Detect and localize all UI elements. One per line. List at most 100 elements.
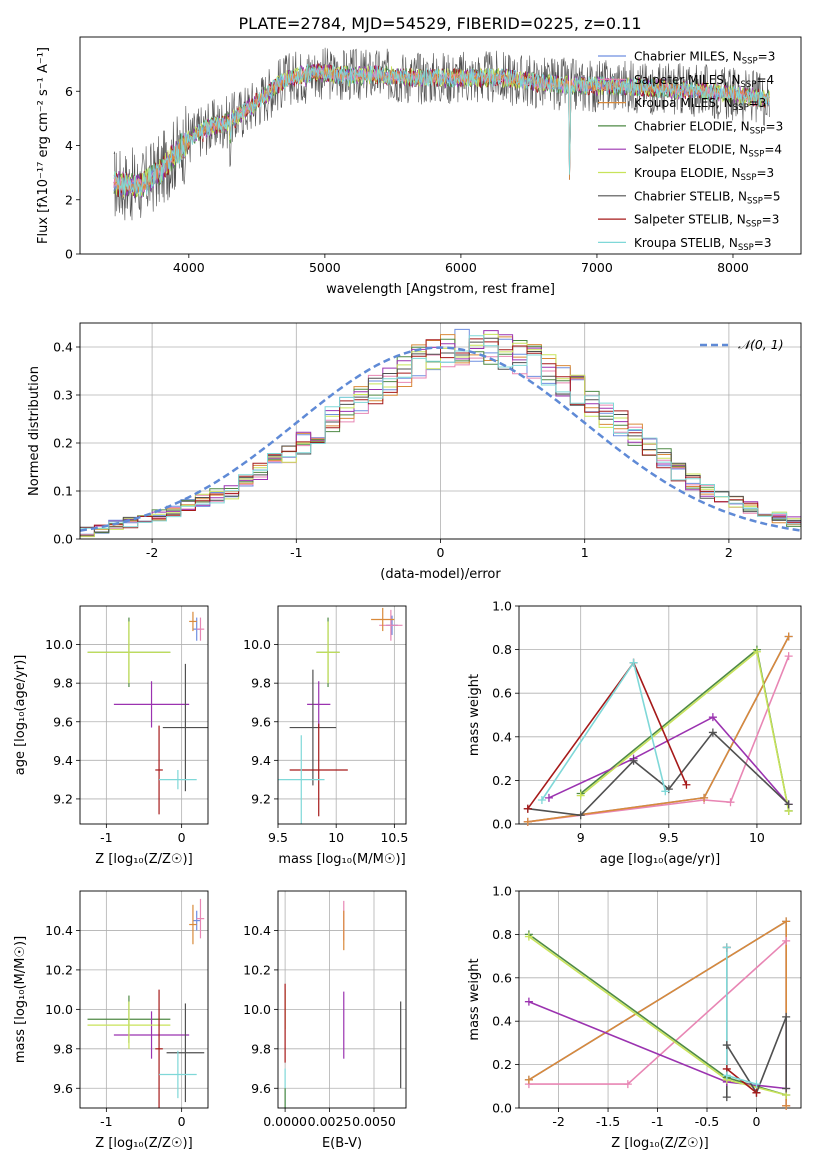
y-tick-label: 9.6 bbox=[53, 1081, 73, 1096]
x-tick-label: 0 bbox=[178, 830, 186, 845]
y-tick-label: 0 bbox=[65, 247, 73, 262]
weight-marker bbox=[784, 800, 793, 809]
x-tick-label: 10 bbox=[328, 830, 344, 845]
y-tick-label: 0.4 bbox=[492, 729, 512, 744]
y-tick-label: 1.0 bbox=[492, 884, 512, 899]
weight-line bbox=[548, 716, 790, 805]
x-tick-label: 10.5 bbox=[380, 830, 408, 845]
y-axis-label: Normed distribution bbox=[27, 366, 42, 496]
x-tick-label: -2 bbox=[552, 1114, 564, 1129]
y-tick-label: 9.4 bbox=[251, 753, 271, 768]
y-tick-label: 9.8 bbox=[251, 1041, 271, 1056]
x-tick-label: -1 bbox=[651, 1114, 663, 1129]
spectrum-legend: Chabrier MILES, NSSP=3 Salpeter MILES, NS… bbox=[598, 50, 783, 253]
axes-frame bbox=[79, 890, 209, 1109]
x-tick-label: 9 bbox=[577, 830, 585, 845]
legend-label: Kroupa MILES, NSSP=3 bbox=[634, 96, 766, 113]
weight-marker bbox=[782, 1084, 791, 1093]
weight-marker bbox=[682, 780, 691, 789]
weight-marker bbox=[726, 798, 735, 807]
weight-marker bbox=[661, 787, 670, 796]
plot-area bbox=[527, 636, 790, 823]
weight-marker bbox=[523, 804, 532, 813]
x-tick-label: 8000 bbox=[717, 260, 749, 275]
y-tick-label: 10.4 bbox=[243, 923, 271, 938]
weight-line bbox=[527, 655, 790, 823]
x-tick-label: -1 bbox=[290, 545, 302, 560]
weight-marker bbox=[752, 647, 761, 656]
weight_vs_Z-panel: -2 -1.5 -1 -0.5 0 0.0 0.2 0.4 0.6 0.8 1.0 Z [log₁₀(… bbox=[467, 884, 802, 1151]
legend-label: Kroupa ELODIE, NSSP=3 bbox=[634, 166, 774, 183]
x-tick-label: -2 bbox=[146, 545, 158, 560]
weight-marker bbox=[524, 932, 533, 941]
y-tick-label: 4 bbox=[65, 138, 73, 153]
figure-title: PLATE=2784, MJD=54529, FIBERID=0225, z=0… bbox=[238, 14, 641, 33]
legend-label: Kroupa STELIB, NSSP=3 bbox=[634, 236, 772, 253]
y-tick-label: 9.2 bbox=[251, 791, 271, 806]
y-tick-label: 0.8 bbox=[492, 642, 512, 657]
weight-marker bbox=[722, 943, 731, 952]
axes-frame bbox=[277, 890, 407, 1109]
mass_vs_ebv-panel: 0.0000 0.0025 0.0050 9.6 9.8 10.0 10.2 10.4 E(B-… bbox=[243, 890, 407, 1151]
y-tick-label: 0.6 bbox=[492, 686, 512, 701]
age_vs_mass-panel: 9.5 10 10.5 9.2 9.4 9.6 9.8 10.0 mass [log₁₀(M/M… bbox=[243, 605, 408, 867]
y-tick-label: 0.2 bbox=[53, 436, 73, 451]
y-tick-label: 0.0 bbox=[53, 532, 73, 547]
axes-frame bbox=[277, 605, 407, 825]
x-tick-label: 2 bbox=[725, 545, 733, 560]
y-tick-label: 2 bbox=[65, 192, 73, 207]
weight-marker bbox=[576, 791, 585, 800]
weight-line bbox=[580, 648, 790, 812]
y-tick-label: 9.6 bbox=[251, 714, 271, 729]
weight-marker bbox=[752, 1088, 761, 1097]
y-tick-label: 9.6 bbox=[251, 1081, 271, 1096]
y-tick-label: 0.8 bbox=[492, 927, 512, 942]
x-axis-label: E(B-V) bbox=[322, 1136, 362, 1151]
mass_vs_Z-panel: -1 0 9.6 9.8 10.0 10.2 10.4 Z [log₁₀(Z/Z☉)] mass… bbox=[13, 890, 209, 1151]
y-tick-label: 6 bbox=[65, 84, 73, 99]
spectrum-line bbox=[113, 63, 770, 197]
weight-line bbox=[541, 660, 667, 801]
y-tick-label: 0.1 bbox=[53, 484, 73, 499]
y-tick-label: 0.6 bbox=[492, 970, 512, 985]
plot-area bbox=[87, 611, 208, 815]
y-tick-label: 9.2 bbox=[53, 791, 73, 806]
weight-marker bbox=[700, 793, 709, 802]
legend-label: Chabrier MILES, NSSP=3 bbox=[634, 50, 775, 67]
weight-marker bbox=[782, 917, 791, 926]
y-tick-label: 9.8 bbox=[251, 676, 271, 691]
y-tick-label: 1.0 bbox=[492, 599, 512, 614]
x-tick-label: 1 bbox=[581, 545, 589, 560]
x-axis-label: (data-model)/error bbox=[380, 567, 501, 582]
weight-marker bbox=[629, 756, 638, 765]
x-tick-label: 0 bbox=[752, 1114, 760, 1129]
weight-marker bbox=[782, 1012, 791, 1021]
y-axis-label: age [log₁₀(age/yr)] bbox=[13, 655, 28, 776]
legend-label: Chabrier ELODIE, NSSP=3 bbox=[634, 119, 783, 136]
legend-label: 𝒩(0, 1) bbox=[738, 337, 784, 352]
x-tick-label: -1 bbox=[100, 830, 112, 845]
x-tick-label: 5000 bbox=[309, 260, 341, 275]
y-axis-label: Flux [fλ10⁻¹⁷ erg cm⁻² s⁻¹ A⁻¹] bbox=[36, 47, 51, 244]
x-axis-label: Z [log₁₀(Z/Z☉)] bbox=[611, 1136, 708, 1151]
x-tick-label: 0.0000 bbox=[263, 1114, 307, 1129]
legend-label: Salpeter ELODIE, NSSP=4 bbox=[634, 143, 782, 160]
histogram-step bbox=[80, 335, 801, 529]
weight-marker bbox=[623, 1080, 632, 1089]
x-tick-label: -0.5 bbox=[695, 1114, 719, 1129]
x-tick-label: 4000 bbox=[173, 260, 205, 275]
histogram-step bbox=[80, 334, 801, 536]
spectrum-panel: 4000 5000 6000 7000 8000 0 2 4 6 wavelength [Angs… bbox=[36, 36, 802, 297]
weight_vs_age-panel: 9 9.5 10 0.0 0.2 0.4 0.6 0.8 1.0 age [log₁₀(age/y… bbox=[467, 599, 802, 867]
plot-area bbox=[87, 898, 205, 1108]
axes-frame bbox=[79, 36, 802, 255]
weight-marker bbox=[784, 652, 793, 661]
y-tick-label: 10.0 bbox=[243, 1002, 271, 1017]
weight-marker bbox=[537, 796, 546, 805]
weight-marker bbox=[722, 1071, 731, 1080]
y-tick-label: 10.0 bbox=[45, 637, 73, 652]
plot-area bbox=[284, 900, 402, 1108]
x-axis-label: Z [log₁₀(Z/Z☉)] bbox=[95, 1136, 192, 1151]
weight-marker bbox=[544, 793, 553, 802]
y-tick-label: 0.0 bbox=[492, 1101, 512, 1116]
